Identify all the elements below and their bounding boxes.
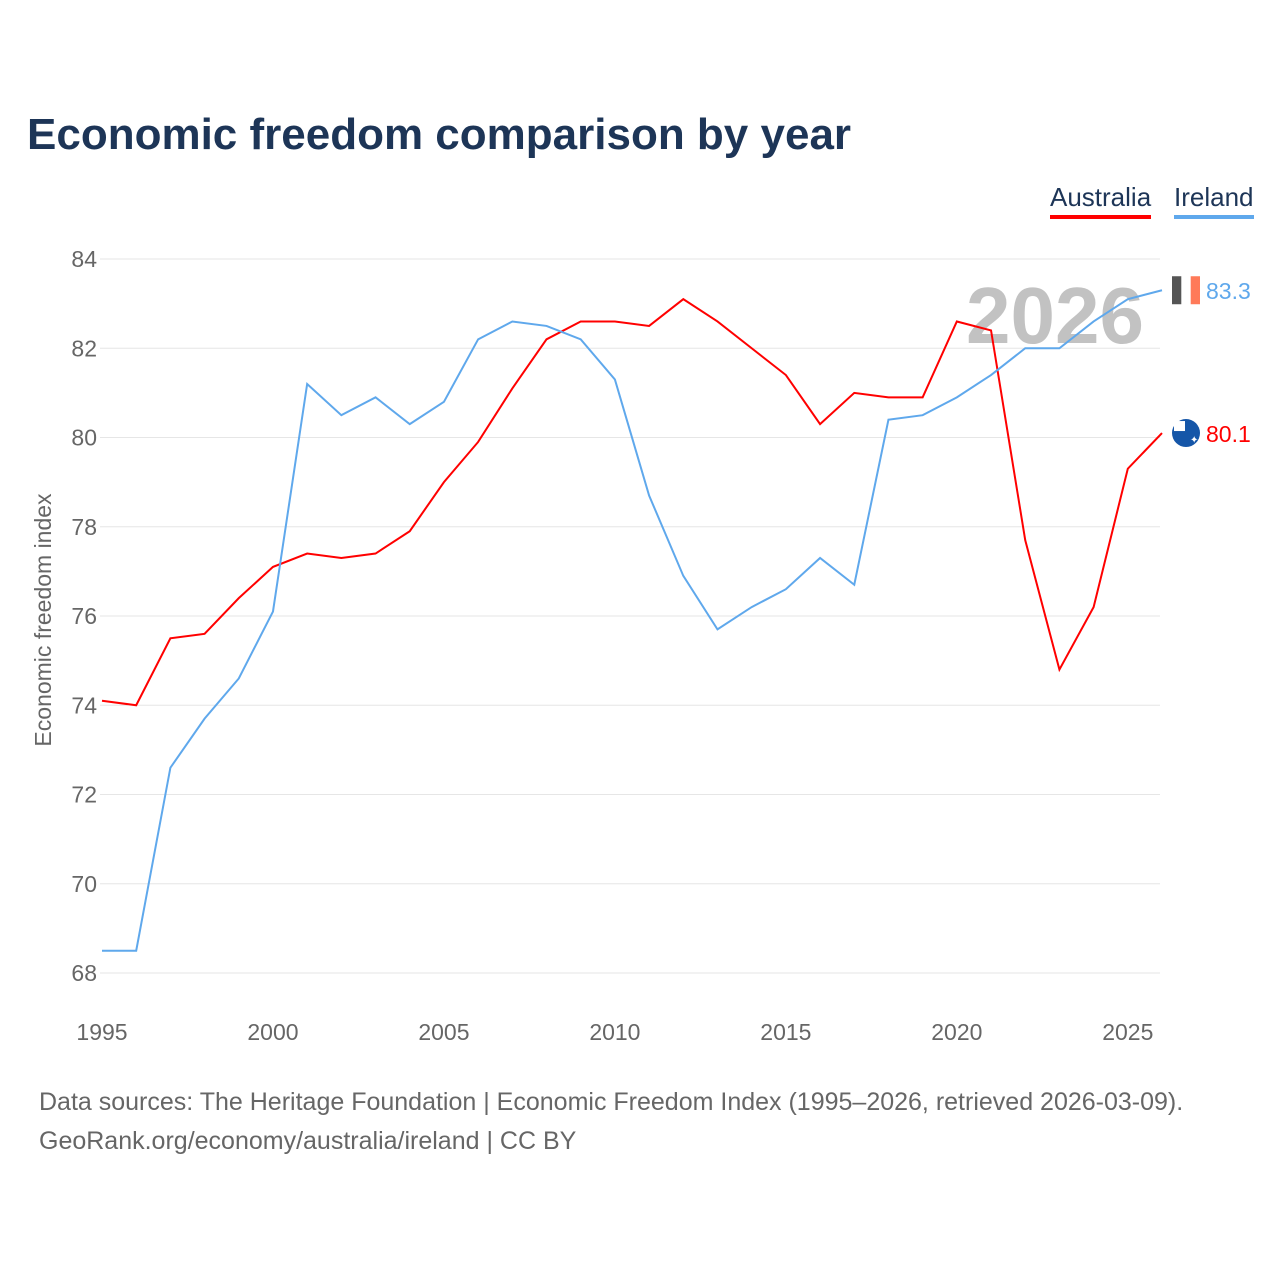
chart-title: Economic freedom comparison by year bbox=[27, 110, 852, 159]
end-label-ireland: 83.3 bbox=[1206, 278, 1251, 304]
flag-stripe bbox=[1190, 276, 1200, 305]
y-tick-label: 74 bbox=[71, 692, 97, 718]
year-watermark: 2026 bbox=[966, 271, 1144, 360]
y-tick-label: 78 bbox=[71, 514, 97, 540]
flag-union bbox=[1174, 421, 1185, 432]
y-tick-label: 72 bbox=[71, 782, 97, 808]
y-tick-label: 68 bbox=[71, 960, 97, 986]
y-tick-label: 70 bbox=[71, 871, 97, 897]
y-tick-label: 76 bbox=[71, 603, 97, 629]
flag-stars: ✦ bbox=[1190, 435, 1198, 446]
flag-stripe bbox=[1172, 276, 1182, 305]
y-tick-label: 84 bbox=[71, 246, 97, 272]
source-text: Data sources: The Heritage Foundation | … bbox=[39, 1088, 1184, 1116]
legend-australia[interactable]: Australia bbox=[1050, 182, 1152, 219]
x-tick-label: 2005 bbox=[418, 1019, 469, 1045]
y-axis-label: Economic freedom index bbox=[30, 493, 56, 747]
end-label-australia: 80.1 bbox=[1206, 421, 1251, 447]
series-line-australia bbox=[101, 297, 1163, 707]
source-link[interactable]: GeoRank.org/economy/australia/ireland | … bbox=[39, 1127, 577, 1155]
series-line-ireland bbox=[102, 289, 1163, 952]
x-tick-label: 2015 bbox=[760, 1019, 811, 1045]
y-tick-label: 82 bbox=[71, 335, 97, 361]
x-tick-label: 2010 bbox=[589, 1019, 640, 1045]
y-tick-label: 80 bbox=[71, 425, 97, 451]
x-tick-label: 1995 bbox=[76, 1019, 127, 1045]
x-tick-label: 2025 bbox=[1102, 1019, 1153, 1045]
x-tick-label: 2020 bbox=[931, 1019, 982, 1045]
legend-ireland[interactable]: Ireland bbox=[1174, 182, 1254, 219]
x-tick-label: 2000 bbox=[247, 1019, 298, 1045]
